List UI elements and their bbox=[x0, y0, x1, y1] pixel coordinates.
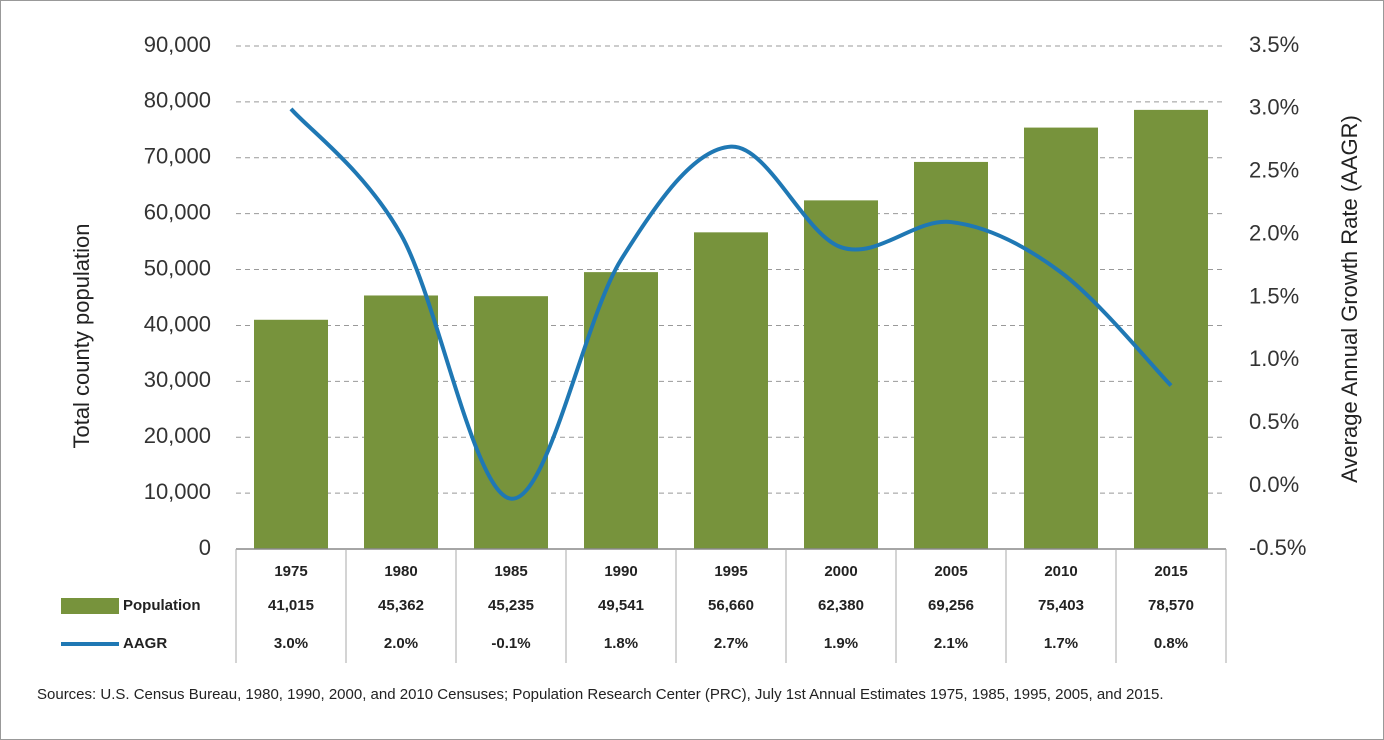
x-tick-label: 2015 bbox=[1154, 563, 1187, 580]
table-value: 2.1% bbox=[934, 635, 968, 652]
x-tick-label: 1995 bbox=[714, 563, 747, 580]
y2-tick-label: -0.5% bbox=[1249, 535, 1306, 560]
table-value: 2.7% bbox=[714, 635, 748, 652]
x-tick-label: 1985 bbox=[494, 563, 527, 580]
bar bbox=[474, 296, 548, 549]
y2-tick-label: 1.0% bbox=[1249, 346, 1299, 371]
table-value: -0.1% bbox=[491, 635, 530, 652]
bar bbox=[804, 200, 878, 549]
y-tick-label: 0 bbox=[199, 535, 211, 560]
table-value: 2.0% bbox=[384, 635, 418, 652]
y-tick-label: 30,000 bbox=[144, 367, 211, 392]
table-value: 45,362 bbox=[378, 597, 424, 614]
y2-tick-label: 3.0% bbox=[1249, 95, 1299, 120]
x-tick-label: 2010 bbox=[1044, 563, 1077, 580]
x-tick-label: 1975 bbox=[274, 563, 307, 580]
legend-label: AAGR bbox=[123, 635, 167, 652]
table-value: 0.8% bbox=[1154, 635, 1188, 652]
bar bbox=[254, 319, 328, 549]
table-value: 41,015 bbox=[268, 597, 314, 614]
table-value: 56,660 bbox=[708, 597, 754, 614]
y-tick-label: 90,000 bbox=[144, 32, 211, 57]
y2-tick-label: 0.5% bbox=[1249, 409, 1299, 434]
table-value: 49,541 bbox=[598, 597, 644, 614]
y-tick-label: 60,000 bbox=[144, 199, 211, 224]
y-tick-label: 50,000 bbox=[144, 255, 211, 280]
aagr-line bbox=[289, 107, 1173, 501]
y2-tick-label: 2.5% bbox=[1249, 158, 1299, 183]
y-tick-label: 20,000 bbox=[144, 423, 211, 448]
bar bbox=[364, 295, 438, 549]
bar bbox=[1134, 109, 1208, 550]
table-value: 75,403 bbox=[1038, 597, 1084, 614]
table-value: 45,235 bbox=[488, 597, 534, 614]
table-value: 1.9% bbox=[824, 635, 858, 652]
source-note: Sources: U.S. Census Bureau, 1980, 1990,… bbox=[37, 686, 1164, 703]
y-tick-label: 10,000 bbox=[144, 479, 211, 504]
x-tick-label: 1990 bbox=[604, 563, 637, 580]
x-tick-label: 1980 bbox=[384, 563, 417, 580]
table-value: 1.7% bbox=[1044, 635, 1078, 652]
y2-axis-title: Average Annual Growth Rate (AAGR) bbox=[1337, 115, 1362, 483]
legend-swatch bbox=[61, 598, 119, 614]
y2-tick-label: 3.5% bbox=[1249, 32, 1299, 57]
bar bbox=[1024, 127, 1098, 550]
table-value: 62,380 bbox=[818, 597, 864, 614]
y-tick-label: 70,000 bbox=[144, 144, 211, 169]
table-value: 1.8% bbox=[604, 635, 638, 652]
bar bbox=[914, 161, 988, 549]
y-tick-label: 80,000 bbox=[144, 88, 211, 113]
bar bbox=[694, 232, 768, 549]
x-tick-label: 2005 bbox=[934, 563, 967, 580]
x-tick-label: 2000 bbox=[824, 563, 857, 580]
legend-label: Population bbox=[123, 597, 201, 614]
y2-tick-label: 0.0% bbox=[1249, 472, 1299, 497]
table-value: 69,256 bbox=[928, 597, 974, 614]
table-value: 78,570 bbox=[1148, 597, 1194, 614]
table-value: 3.0% bbox=[274, 635, 308, 652]
y-axis-title: Total county population bbox=[69, 223, 94, 448]
y2-tick-label: 2.0% bbox=[1249, 220, 1299, 245]
y-tick-label: 40,000 bbox=[144, 311, 211, 336]
y2-tick-label: 1.5% bbox=[1249, 283, 1299, 308]
